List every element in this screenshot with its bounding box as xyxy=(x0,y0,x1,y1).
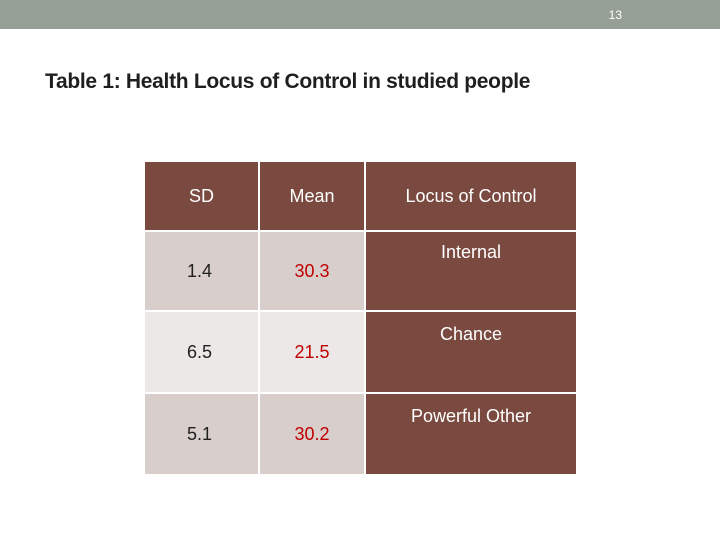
top-bar: 13 xyxy=(0,0,720,29)
data-table: SD Mean Locus of Control 1.4 30.3 Intern… xyxy=(145,162,576,474)
slide-title: Table 1: Health Locus of Control in stud… xyxy=(45,70,531,93)
header-mean: Mean xyxy=(258,162,366,232)
cell-sd: 1.4 xyxy=(145,230,260,312)
table-row: 5.1 30.2 Powerful Other xyxy=(145,392,576,474)
cell-mean: 30.2 xyxy=(258,392,366,474)
cell-mean: 21.5 xyxy=(258,310,366,394)
table-header-row: SD Mean Locus of Control xyxy=(145,162,576,232)
cell-mean: 30.3 xyxy=(258,230,366,312)
cell-locus: Internal xyxy=(364,230,576,312)
header-locus: Locus of Control xyxy=(364,162,576,232)
slide-number: 13 xyxy=(608,8,622,22)
cell-locus: Chance xyxy=(364,310,576,394)
table-row: 6.5 21.5 Chance xyxy=(145,310,576,394)
cell-locus: Powerful Other xyxy=(364,392,576,474)
table-row: 1.4 30.3 Internal xyxy=(145,230,576,312)
header-sd: SD xyxy=(145,162,260,232)
cell-sd: 6.5 xyxy=(145,310,260,394)
cell-sd: 5.1 xyxy=(145,392,260,474)
